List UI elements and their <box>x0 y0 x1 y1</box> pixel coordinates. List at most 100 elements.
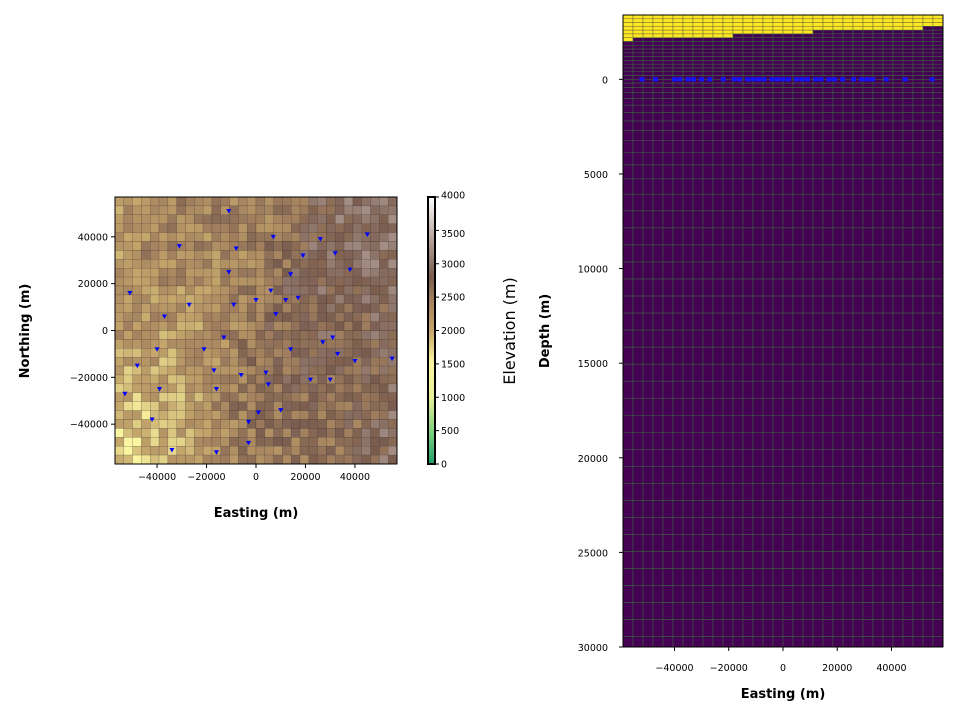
elevation-cell <box>308 321 318 331</box>
subsurface-cell <box>882 261 894 280</box>
subsurface-cell <box>872 227 884 246</box>
elevation-cell <box>282 330 292 340</box>
elevation-cell <box>264 294 274 304</box>
elevation-cell <box>123 383 133 393</box>
elevation-cell <box>185 392 195 402</box>
elevation-cell <box>158 365 169 376</box>
subsurface-cell <box>932 295 944 314</box>
subsurface-cell <box>932 112 944 122</box>
station-marker <box>330 335 336 341</box>
subsurface-cell <box>802 92 814 99</box>
elevation-cell <box>176 250 186 260</box>
subsurface-cell <box>832 92 844 99</box>
elevation-cell <box>202 437 213 447</box>
elevation-cell <box>123 268 133 278</box>
subsurface-cell <box>852 483 864 501</box>
subsurface-cell <box>792 152 804 166</box>
subsurface-cell <box>692 517 704 535</box>
subsurface-cell <box>742 397 754 416</box>
subsurface-cell <box>812 346 824 365</box>
subsurface-cell <box>652 45 664 50</box>
subsurface-cell <box>802 500 814 518</box>
elevation-cell <box>220 250 230 260</box>
elevation-cell <box>387 268 398 278</box>
subsurface-cell <box>642 75 654 80</box>
subsurface-cell <box>752 52 764 57</box>
subsurface-cell <box>832 585 844 603</box>
subsurface-cell <box>872 193 884 212</box>
subsurface-cell <box>722 45 734 50</box>
subsurface-cell <box>672 87 684 93</box>
elevation-cell <box>150 454 160 465</box>
subsurface-cell <box>642 449 654 467</box>
subsurface-cell <box>772 164 784 180</box>
subsurface-cell <box>912 432 924 450</box>
subsurface-cell <box>742 483 754 501</box>
subsurface-cell <box>712 56 724 61</box>
elevation-cell <box>176 196 186 207</box>
subsurface-cell <box>852 602 864 620</box>
subsurface-cell <box>862 130 874 142</box>
subsurface-cell <box>652 63 664 69</box>
elevation-cell <box>141 232 151 242</box>
elevation-cell <box>317 276 327 287</box>
elevation-cell <box>308 232 318 242</box>
elevation-cell <box>343 437 354 447</box>
subsurface-cell <box>902 33 914 38</box>
subsurface-cell <box>752 261 764 280</box>
air-cell <box>842 18 854 23</box>
subsurface-cell <box>732 67 744 73</box>
subsurface-cell <box>812 517 824 535</box>
subsurface-cell <box>652 636 664 648</box>
elevation-cell <box>238 259 248 269</box>
subsurface-cell <box>682 164 694 180</box>
subsurface-cell <box>622 87 634 93</box>
elevation-cell <box>194 276 204 287</box>
subsurface-cell <box>932 449 944 467</box>
elevation-cell <box>370 312 380 322</box>
station-marker <box>273 312 279 317</box>
elevation-cell <box>114 357 125 367</box>
elevation-cell <box>141 214 151 224</box>
subsurface-cell <box>872 67 884 73</box>
subsurface-cell <box>732 98 744 106</box>
map-y-tick-label: −40000 <box>70 420 108 431</box>
subsurface-cell <box>772 380 784 399</box>
elevation-cell <box>202 446 213 456</box>
subsurface-cell <box>722 295 734 314</box>
subsurface-cell <box>792 120 804 131</box>
elevation-cell <box>361 437 371 447</box>
elevation-cell <box>132 259 142 269</box>
subsurface-cell <box>862 33 874 38</box>
elevation-cell <box>352 428 362 438</box>
air-cell <box>832 18 844 23</box>
subsurface-cell <box>692 329 704 348</box>
subsurface-cell <box>902 244 914 263</box>
subsurface-cell <box>842 619 854 637</box>
elevation-cell <box>317 437 327 447</box>
subsurface-cell <box>932 140 944 153</box>
elevation-cell <box>167 383 177 393</box>
subsurface-cell <box>692 636 704 648</box>
elevation-cell <box>123 232 133 242</box>
elevation-cell <box>255 259 266 269</box>
subsurface-cell <box>922 483 934 501</box>
elevation-cell <box>158 401 169 411</box>
subsurface-cell <box>702 500 714 518</box>
subsurface-cell <box>782 261 794 280</box>
elevation-cell <box>291 285 301 296</box>
subsurface-cell <box>862 82 874 88</box>
subsurface-cell <box>652 164 664 180</box>
subsurface-cell <box>822 33 834 38</box>
subsurface-cell <box>712 551 724 569</box>
subsurface-cell <box>832 295 844 314</box>
subsurface-cell <box>622 112 634 122</box>
elevation-cell <box>352 259 362 269</box>
subsurface-cell <box>662 67 674 73</box>
subsurface-cell <box>852 534 864 552</box>
subsurface-cell <box>672 41 684 46</box>
elevation-cell <box>202 312 213 322</box>
subsurface-cell <box>732 112 744 122</box>
elevation-cell <box>387 330 398 340</box>
subsurface-cell <box>662 178 674 195</box>
